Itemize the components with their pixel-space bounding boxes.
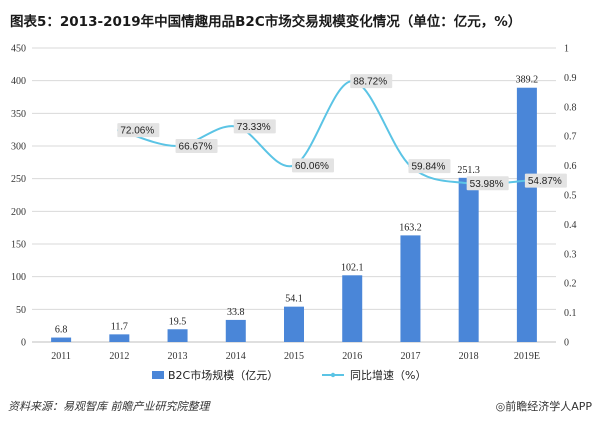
growth-rate-label: 54.87% (528, 176, 562, 187)
bar (400, 235, 421, 342)
growth-rate-label-bg (117, 123, 160, 138)
y-left-tick-label: 200 (11, 207, 26, 218)
x-tick-label: 2012 (109, 351, 129, 362)
y-right-tick-label: 0.4 (564, 220, 577, 231)
bar-value-label: 389.2 (516, 75, 539, 86)
bar (342, 275, 363, 342)
bar-value-label: 163.2 (399, 222, 422, 233)
x-tick-label: 2019E (514, 351, 540, 362)
growth-rate-label: 72.06% (120, 126, 154, 137)
x-tick-label: 2013 (168, 351, 188, 362)
growth-rate-label: 88.72% (353, 77, 387, 88)
y-right-tick-label: 0.8 (564, 102, 577, 113)
bar-value-label: 102.1 (341, 262, 364, 273)
y-right-tick-label: 0.6 (564, 161, 577, 172)
legend-line-label: 同比增速（%） (350, 368, 426, 382)
growth-rate-label-bg (175, 138, 218, 153)
bar (167, 329, 188, 342)
growth-rate-label: 60.06% (295, 161, 329, 172)
y-right-tick-label: 0.9 (564, 73, 577, 84)
y-left-tick-label: 250 (11, 174, 26, 185)
x-tick-label: 2015 (284, 351, 304, 362)
growth-rate-label-bg (408, 159, 451, 174)
y-left-tick-label: 400 (11, 76, 26, 87)
bar (516, 87, 537, 343)
bar (51, 337, 72, 342)
bar (225, 319, 246, 342)
growth-rate-label-bg (524, 173, 567, 188)
bar-value-label: 19.5 (169, 316, 187, 327)
x-tick-label: 2017 (400, 351, 420, 362)
growth-rate-label: 59.84% (411, 162, 445, 173)
bar-value-label: 11.7 (111, 321, 128, 332)
legend-bar-label: B2C市场规模（亿元） (168, 368, 278, 382)
bar (109, 334, 130, 342)
bar-value-label: 6.8 (55, 325, 68, 336)
y-left-tick-label: 350 (11, 109, 26, 120)
growth-rate-label: 73.33% (237, 122, 271, 133)
growth-rate-label-bg (233, 119, 276, 134)
y-right-tick-label: 0.2 (564, 279, 577, 290)
legend-line-marker (330, 372, 336, 378)
y-right-tick-label: 0.1 (564, 308, 577, 319)
legend-bar-swatch (152, 371, 164, 379)
growth-rate-label-bg (350, 74, 393, 89)
x-tick-label: 2016 (342, 351, 362, 362)
y-left-tick-label: 50 (16, 305, 26, 316)
y-left-tick-label: 100 (11, 272, 26, 283)
bar (284, 306, 304, 342)
brand-watermark: ◎前瞻经济学人APP (495, 400, 592, 413)
chart-title: 图表5：2013-2019年中国情趣用品B2C市场交易规模变化情况（单位：亿元，… (10, 14, 522, 30)
y-right-tick-label: 1 (564, 44, 569, 55)
x-tick-label: 2014 (226, 351, 246, 362)
y-right-tick-label: 0.3 (564, 249, 577, 260)
y-right-tick-label: 0.5 (564, 191, 577, 202)
bar-value-label: 54.1 (285, 294, 303, 305)
y-left-tick-label: 150 (11, 240, 26, 251)
growth-rate-label: 53.98% (470, 179, 504, 190)
source-note: 资料来源：易观智库 前瞻产业研究院整理 (8, 400, 210, 413)
y-right-tick-label: 0.7 (564, 132, 577, 143)
bar-value-label: 33.8 (227, 307, 245, 318)
x-tick-label: 2018 (459, 351, 479, 362)
y-left-tick-label: 300 (11, 142, 26, 153)
x-tick-label: 2011 (51, 351, 71, 362)
growth-rate-label-bg (292, 158, 334, 173)
growth-rate-label: 66.67% (179, 141, 213, 152)
y-left-tick-label: 450 (11, 44, 26, 55)
bar (458, 177, 479, 342)
y-right-tick-label: 0 (564, 338, 569, 349)
y-left-tick-label: 0 (21, 338, 26, 349)
bar-value-label: 251.3 (457, 165, 480, 176)
growth-rate-label-bg (466, 176, 509, 191)
